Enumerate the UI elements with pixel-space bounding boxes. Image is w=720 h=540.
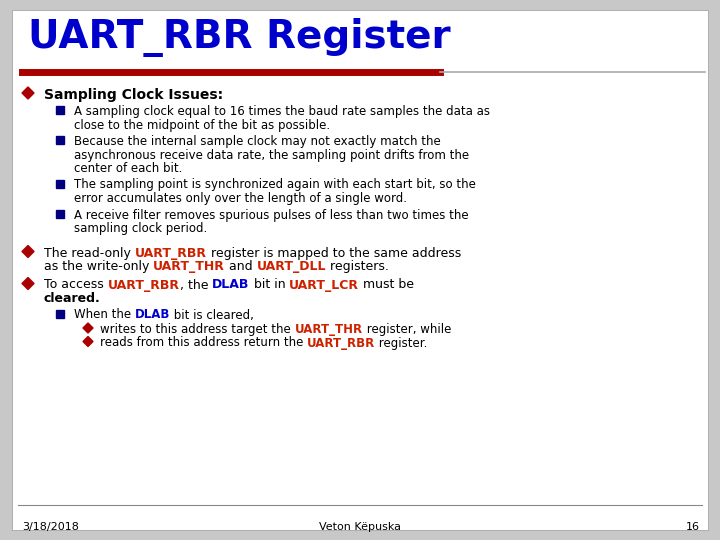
Text: A receive filter removes spurious pulses of less than two times the: A receive filter removes spurious pulses…: [74, 208, 469, 221]
Text: DLAB: DLAB: [135, 308, 170, 321]
Text: UART_RBR: UART_RBR: [135, 246, 207, 260]
Polygon shape: [56, 106, 64, 114]
Text: writes to this address target the: writes to this address target the: [100, 323, 294, 336]
Polygon shape: [83, 323, 93, 333]
Polygon shape: [56, 179, 64, 187]
Text: UART_RBR Register: UART_RBR Register: [28, 18, 451, 57]
Text: register, while: register, while: [363, 323, 451, 336]
Text: asynchronous receive data rate, the sampling point drifts from the: asynchronous receive data rate, the samp…: [74, 148, 469, 161]
Text: UART_RBR: UART_RBR: [108, 279, 180, 292]
Text: The read-only: The read-only: [44, 246, 135, 260]
Text: register is mapped to the same address: register is mapped to the same address: [207, 246, 461, 260]
Text: To access: To access: [44, 279, 108, 292]
FancyBboxPatch shape: [12, 10, 708, 530]
Polygon shape: [83, 336, 93, 347]
Text: DLAB: DLAB: [212, 279, 250, 292]
Polygon shape: [22, 278, 34, 289]
Text: register.: register.: [375, 336, 428, 349]
Text: Veton Këpuska: Veton Këpuska: [319, 522, 401, 532]
Text: UART_RBR: UART_RBR: [307, 336, 375, 349]
Text: cleared.: cleared.: [44, 292, 101, 305]
Text: UART_LCR: UART_LCR: [289, 279, 359, 292]
Text: must be: must be: [359, 279, 414, 292]
Text: as the write-only: as the write-only: [44, 260, 153, 273]
Text: 16: 16: [686, 522, 700, 532]
Polygon shape: [56, 309, 64, 318]
Text: Because the internal sample clock may not exactly match the: Because the internal sample clock may no…: [74, 135, 441, 148]
Text: A sampling clock equal to 16 times the baud rate samples the data as: A sampling clock equal to 16 times the b…: [74, 105, 490, 118]
Polygon shape: [22, 87, 34, 99]
Text: Sampling Clock Issues:: Sampling Clock Issues:: [44, 88, 223, 102]
Text: UART_THR: UART_THR: [153, 260, 225, 273]
Text: The sampling point is synchronized again with each start bit, so the: The sampling point is synchronized again…: [74, 179, 476, 192]
Text: When the: When the: [74, 308, 135, 321]
Text: bit in: bit in: [250, 279, 289, 292]
Polygon shape: [22, 246, 34, 258]
Text: error accumulates only over the length of a single word.: error accumulates only over the length o…: [74, 192, 407, 205]
Text: close to the midpoint of the bit as possible.: close to the midpoint of the bit as poss…: [74, 118, 330, 132]
Text: and: and: [225, 260, 257, 273]
Polygon shape: [56, 210, 64, 218]
Text: , the: , the: [180, 279, 212, 292]
Text: sampling clock period.: sampling clock period.: [74, 222, 207, 235]
Polygon shape: [56, 136, 64, 144]
Text: UART_DLL: UART_DLL: [257, 260, 326, 273]
Text: registers.: registers.: [326, 260, 390, 273]
Text: UART_THR: UART_THR: [294, 323, 363, 336]
Text: reads from this address return the: reads from this address return the: [100, 336, 307, 349]
Text: 3/18/2018: 3/18/2018: [22, 522, 79, 532]
Text: bit is cleared,: bit is cleared,: [170, 308, 254, 321]
Text: center of each bit.: center of each bit.: [74, 162, 182, 175]
